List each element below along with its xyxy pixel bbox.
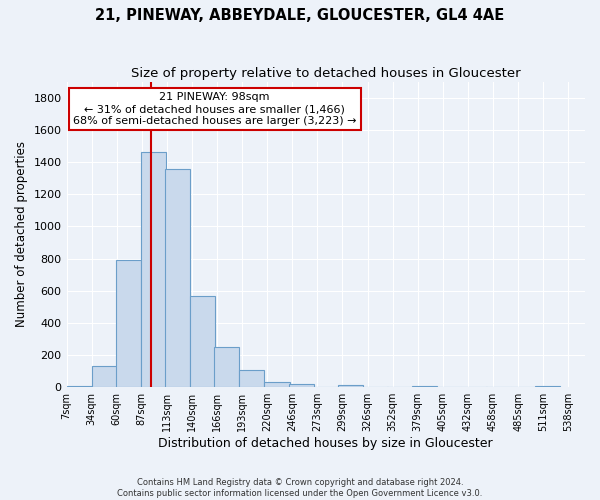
Bar [239, 370, 265, 387]
Title: Size of property relative to detached houses in Gloucester: Size of property relative to detached ho… [131, 68, 521, 80]
Bar [116, 260, 141, 387]
Bar [289, 384, 314, 387]
Bar [265, 382, 290, 387]
Bar [92, 366, 117, 387]
Bar [412, 386, 437, 387]
Bar [141, 152, 166, 387]
Bar [214, 347, 239, 387]
Text: 21 PINEWAY: 98sqm
← 31% of detached houses are smaller (1,466)
68% of semi-detac: 21 PINEWAY: 98sqm ← 31% of detached hous… [73, 92, 356, 126]
Text: Contains HM Land Registry data © Crown copyright and database right 2024.
Contai: Contains HM Land Registry data © Crown c… [118, 478, 482, 498]
Text: 21, PINEWAY, ABBEYDALE, GLOUCESTER, GL4 4AE: 21, PINEWAY, ABBEYDALE, GLOUCESTER, GL4 … [95, 8, 505, 22]
Bar [165, 168, 190, 387]
Bar [535, 386, 560, 387]
Bar [67, 386, 92, 387]
Bar [190, 296, 215, 387]
X-axis label: Distribution of detached houses by size in Gloucester: Distribution of detached houses by size … [158, 437, 493, 450]
Y-axis label: Number of detached properties: Number of detached properties [15, 142, 28, 328]
Bar [338, 385, 363, 387]
